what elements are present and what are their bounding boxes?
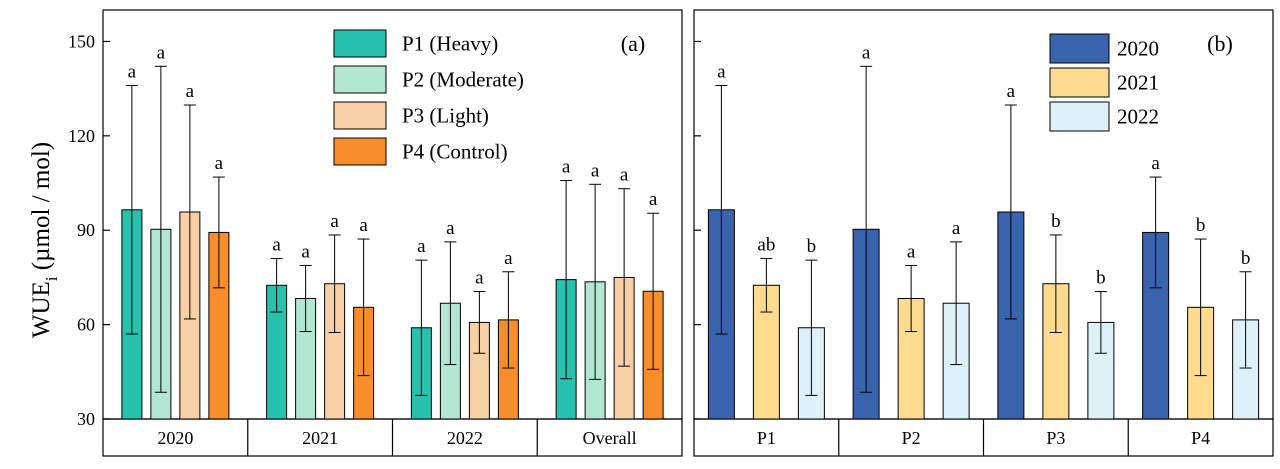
significance-letter: b bbox=[1241, 248, 1251, 269]
significance-letter: a bbox=[359, 215, 368, 236]
significance-letter: a bbox=[272, 235, 281, 256]
category-label: P2 bbox=[902, 428, 921, 448]
significance-letter: a bbox=[504, 248, 513, 269]
significance-letter: a bbox=[862, 42, 871, 63]
panel-label: (a) bbox=[621, 31, 645, 56]
significance-letter: a bbox=[417, 236, 426, 257]
significance-letter: a bbox=[1007, 81, 1016, 102]
category-label: Overall bbox=[583, 428, 637, 448]
legend-swatch bbox=[1049, 33, 1110, 64]
significance-letter: a bbox=[562, 157, 571, 178]
significance-letter: b bbox=[1196, 215, 1206, 236]
category-label: 2022 bbox=[447, 428, 483, 448]
legend-label: 2021 bbox=[1117, 71, 1159, 95]
category-label: 2021 bbox=[302, 428, 338, 448]
legend-label: P1 (Heavy) bbox=[402, 32, 498, 56]
significance-letter: a bbox=[475, 268, 484, 289]
legend-label: P3 (Light) bbox=[402, 104, 489, 128]
significance-letter: b bbox=[1096, 268, 1106, 289]
significance-letter: a bbox=[157, 42, 166, 63]
significance-letter: ab bbox=[757, 235, 775, 256]
significance-letter: a bbox=[649, 189, 658, 210]
significance-letter: b bbox=[1051, 211, 1061, 232]
category-label: P4 bbox=[1191, 428, 1210, 448]
significance-letter: a bbox=[215, 153, 224, 174]
y-tick-label: 90 bbox=[77, 220, 95, 240]
significance-letter: a bbox=[952, 218, 961, 239]
legend-swatch bbox=[1049, 67, 1110, 98]
legend-swatch bbox=[1049, 101, 1110, 132]
y-tick-label: 120 bbox=[68, 126, 95, 146]
significance-letter: a bbox=[1151, 153, 1160, 174]
y-tick-label: 60 bbox=[77, 315, 95, 335]
legend-swatch bbox=[333, 101, 387, 130]
y-axis-label: WUEi (µmol / mol) bbox=[28, 142, 61, 338]
y-tick-label: 150 bbox=[68, 31, 95, 51]
legend-label: P4 (Control) bbox=[402, 140, 508, 164]
significance-letter: a bbox=[330, 211, 339, 232]
category-label: P3 bbox=[1046, 428, 1065, 448]
plot-frame bbox=[693, 9, 1274, 420]
legend-label: P2 (Moderate) bbox=[402, 68, 524, 92]
bar bbox=[897, 298, 925, 420]
category-label: 2020 bbox=[157, 428, 193, 448]
legend-swatch bbox=[333, 137, 387, 166]
category-label: P1 bbox=[757, 428, 776, 448]
significance-letter: a bbox=[620, 165, 629, 186]
panel-label: (b) bbox=[1207, 31, 1233, 56]
legend-label: 2020 bbox=[1117, 37, 1159, 61]
significance-letter: a bbox=[591, 160, 600, 181]
significance-letter: a bbox=[128, 62, 137, 83]
significance-letter: a bbox=[186, 81, 195, 102]
significance-letter: a bbox=[717, 62, 726, 83]
legend-swatch bbox=[333, 65, 387, 94]
significance-letter: a bbox=[446, 218, 455, 239]
legend-swatch bbox=[333, 29, 387, 58]
legend-label: 2022 bbox=[1117, 105, 1159, 129]
y-tick-label: 30 bbox=[77, 409, 95, 429]
significance-letter: b bbox=[807, 236, 817, 257]
significance-letter: a bbox=[907, 241, 916, 262]
significance-letter: a bbox=[301, 241, 310, 262]
